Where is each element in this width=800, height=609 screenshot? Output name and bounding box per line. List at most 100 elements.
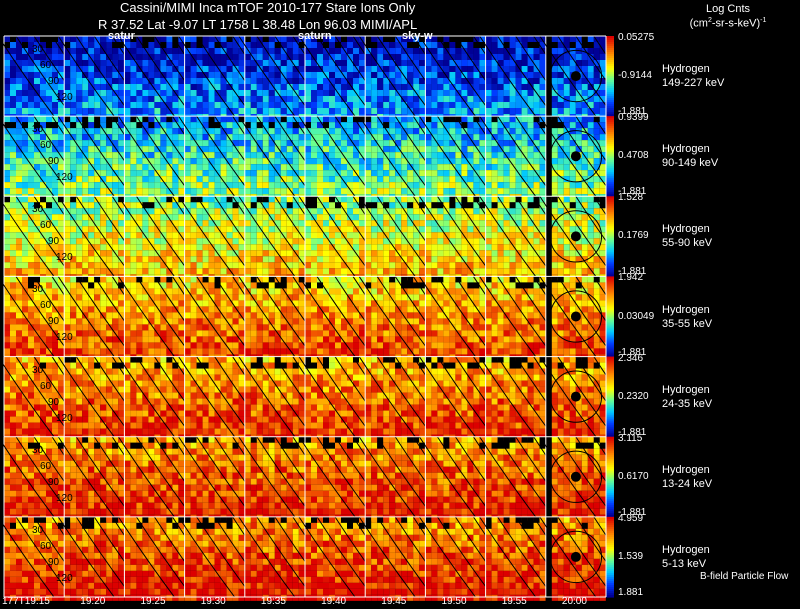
heatmap-cell — [52, 140, 58, 147]
heatmap-cell — [142, 306, 149, 313]
heatmap-cell — [136, 300, 143, 307]
heatmap-cell — [298, 36, 305, 42]
heatmap-cell — [317, 90, 323, 96]
heatmap-cell — [539, 72, 546, 78]
heatmap-cell — [329, 164, 335, 171]
heatmap-cell — [196, 60, 203, 66]
heatmap-cell — [22, 294, 28, 301]
heatmap-cell — [449, 78, 456, 84]
heatmap-cell — [563, 108, 570, 114]
heatmap-cell — [148, 48, 155, 54]
heatmap-cell — [226, 134, 233, 141]
heatmap-cell — [292, 66, 299, 72]
heatmap-cell — [94, 348, 101, 355]
heatmap-cell — [425, 152, 432, 159]
heatmap-cell — [232, 108, 239, 114]
heatmap-cell — [148, 336, 155, 343]
heatmap-cell — [503, 170, 510, 177]
heatmap-cell — [166, 318, 173, 325]
heatmap-cell — [250, 220, 257, 227]
heatmap-cell — [335, 176, 341, 183]
heatmap-cell — [449, 42, 456, 48]
heatmap-cell — [208, 170, 215, 177]
heatmap-cell — [22, 78, 28, 84]
heatmap-cell — [347, 170, 353, 177]
heatmap-cell — [196, 256, 203, 263]
heatmap-cell — [419, 36, 426, 42]
heatmap-cell — [136, 244, 143, 251]
heatmap-cell — [58, 84, 64, 90]
colorbar-segment — [606, 162, 614, 165]
heatmap-cell — [515, 220, 522, 227]
heatmap-cell — [323, 108, 329, 114]
heatmap-cell — [16, 220, 22, 227]
heatmap-cell — [46, 244, 52, 251]
heatmap-cell — [274, 66, 281, 72]
heatmap-cell — [365, 232, 372, 239]
colorbar-segment — [606, 246, 614, 249]
heatmap-cell — [485, 122, 492, 129]
heatmap-cell — [575, 84, 582, 90]
heatmap-cell — [311, 250, 317, 257]
heatmap-cell — [383, 176, 390, 183]
heatmap-cell — [509, 78, 516, 84]
heatmap-cell — [557, 128, 564, 135]
heatmap-cell — [335, 60, 341, 66]
heatmap-cell — [214, 208, 221, 215]
heatmap-cell — [22, 96, 28, 102]
heatmap-cell — [569, 214, 576, 221]
heatmap-cell — [455, 202, 462, 209]
heatmap-cell — [359, 214, 365, 221]
heatmap-cell — [341, 122, 347, 129]
heatmap-cell — [280, 268, 287, 275]
heatmap-cell — [28, 208, 34, 215]
heatmap-cell — [28, 262, 34, 269]
heatmap-cell — [244, 220, 251, 227]
heatmap-cell — [545, 268, 552, 275]
heatmap-cell — [190, 134, 197, 141]
heatmap-cell — [593, 102, 600, 108]
heatmap-cell — [485, 226, 492, 233]
heatmap-cell — [274, 42, 281, 48]
heatmap-cell — [106, 170, 113, 177]
heatmap-cell — [389, 102, 396, 108]
colorbar-segment — [606, 142, 614, 145]
heatmap-cell — [401, 42, 408, 48]
heatmap-cell — [28, 140, 34, 147]
heatmap-cell — [160, 72, 167, 78]
heatmap-cell — [521, 66, 528, 72]
heatmap-cell — [262, 244, 269, 251]
heatmap-cell — [178, 306, 185, 313]
heatmap-cell — [70, 36, 77, 42]
heatmap-cell — [70, 336, 77, 343]
heatmap-cell — [449, 122, 456, 129]
heatmap-cell — [118, 232, 125, 239]
heatmap-cell — [70, 164, 77, 171]
heatmap-cell — [509, 54, 516, 60]
colorbar-segment — [606, 204, 614, 207]
heatmap-cell — [485, 48, 492, 54]
heatmap-cell — [274, 84, 281, 90]
heatmap-cell — [491, 36, 498, 42]
heatmap-cell — [154, 36, 161, 42]
heatmap-cell — [455, 176, 462, 183]
heatmap-cell — [262, 90, 269, 96]
heatmap-cell — [262, 208, 269, 215]
heatmap-cell — [262, 140, 269, 147]
heatmap-cell — [286, 72, 293, 78]
heatmap-cell — [148, 268, 155, 275]
heatmap-cell — [365, 226, 372, 233]
heatmap-cell — [232, 128, 239, 135]
heatmap-cell — [449, 102, 456, 108]
colorbar-segment — [606, 174, 614, 177]
heatmap-cell — [226, 312, 233, 319]
heatmap-cell — [100, 282, 107, 289]
heatmap-cell — [443, 182, 450, 189]
colorbar-segment — [606, 80, 614, 83]
heatmap-cell — [232, 122, 239, 129]
heatmap-cell — [238, 250, 245, 257]
heatmap-cell — [196, 300, 203, 307]
heatmap-cell — [503, 244, 510, 251]
heatmap-cell — [100, 36, 107, 42]
heatmap-cell — [250, 226, 257, 233]
